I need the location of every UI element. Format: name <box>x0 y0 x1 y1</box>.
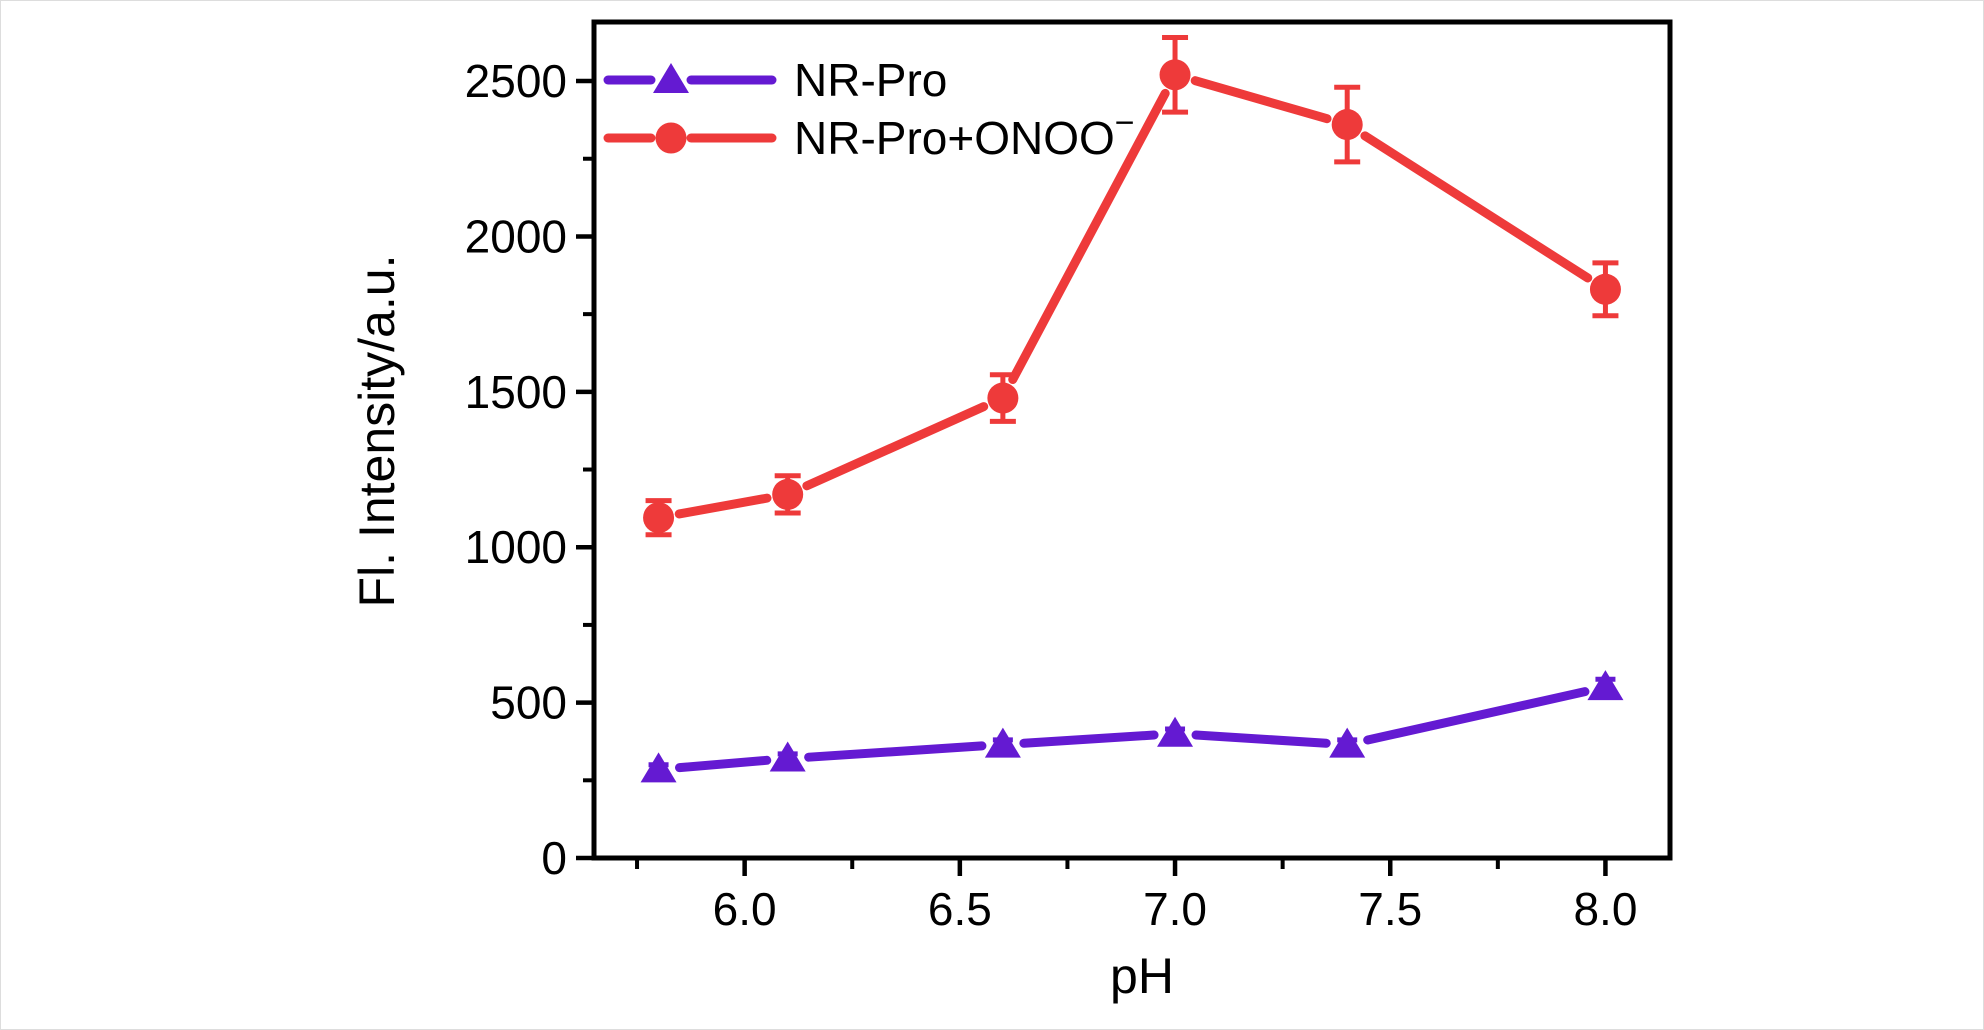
data-point-marker <box>1159 59 1191 91</box>
data-point-marker <box>1589 273 1621 305</box>
data-point-marker <box>984 727 1021 758</box>
data-point-marker <box>772 478 804 510</box>
data-point-marker <box>1331 109 1363 141</box>
series-line-segment <box>1191 730 1331 748</box>
legend-marker <box>653 63 689 93</box>
data-point-marker <box>1157 716 1194 747</box>
y-axis-title: Fl. Intensity/a.u. <box>349 255 405 608</box>
series-line-segment <box>802 402 989 491</box>
x-tick-label: 7.0 <box>1143 883 1207 935</box>
series-line-segment <box>674 493 772 519</box>
data-point-marker <box>769 741 806 772</box>
legend-label-superscript: − <box>1115 104 1135 142</box>
legend-label: NR-Pro+ONOO− <box>794 104 1135 164</box>
legend-marker <box>655 122 687 154</box>
series-line-segment <box>804 741 987 762</box>
series-line-segment <box>1190 76 1332 124</box>
data-point-marker <box>640 752 677 783</box>
series-line-segment <box>1008 88 1170 385</box>
y-tick-label: 2500 <box>465 55 567 107</box>
series-line-segment <box>1363 687 1590 745</box>
data-point-marker <box>643 502 675 534</box>
y-tick-label: 1500 <box>465 366 567 418</box>
y-tick-label: 500 <box>490 677 567 729</box>
x-tick-label: 6.5 <box>928 883 992 935</box>
legend-item-nr-pro-onoo: NR-Pro+ONOO− <box>603 104 1135 164</box>
data-point-marker <box>987 382 1019 414</box>
series-nr-pro-onoo <box>643 35 1621 538</box>
legend-label: NR-Pro <box>794 54 947 106</box>
series-line-segment <box>674 755 772 773</box>
y-tick-label: 0 <box>541 832 567 884</box>
series-line-segment <box>1019 730 1159 748</box>
y-tick-label: 1000 <box>465 521 567 573</box>
legend-item-nr-pro: NR-Pro <box>603 54 947 106</box>
series-line-segment <box>1360 131 1593 283</box>
y-tick-label: 2000 <box>465 210 567 262</box>
data-point-marker <box>1329 727 1366 758</box>
data-point-marker <box>1587 670 1624 701</box>
x-axis-title: pH <box>1110 948 1174 1004</box>
plot-frame <box>591 19 1673 861</box>
x-tick-label: 6.0 <box>713 883 777 935</box>
x-tick-label: 8.0 <box>1573 883 1637 935</box>
x-tick-label: 7.5 <box>1358 883 1422 935</box>
series-nr-pro <box>640 670 1624 783</box>
